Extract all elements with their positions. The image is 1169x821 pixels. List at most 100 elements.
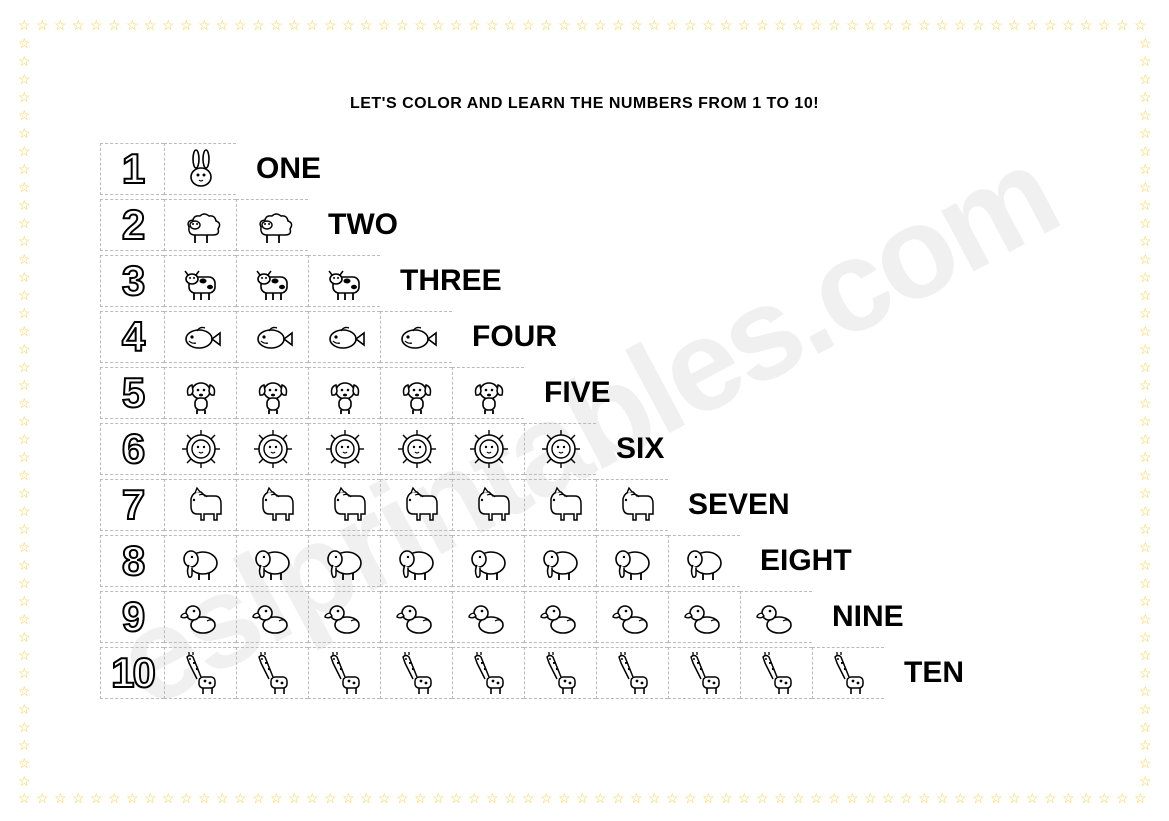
border-star-icon: ☆	[792, 18, 805, 32]
border-star-icon: ☆	[18, 234, 31, 248]
border-star-icon: ☆	[108, 791, 121, 805]
dog-icon	[164, 367, 236, 419]
border-star-icon: ☆	[18, 648, 31, 662]
border-star-icon: ☆	[234, 791, 247, 805]
digit-cell: 2	[100, 199, 164, 251]
border-star-icon: ☆	[414, 18, 427, 32]
border-star-icon: ☆	[414, 791, 427, 805]
worksheet-page: LET'S COLOR AND LEARN THE NUMBERS FROM 1…	[40, 40, 1129, 781]
digit-text: 2	[122, 201, 143, 249]
border-star-icon: ☆	[1139, 468, 1152, 482]
border-star-icon: ☆	[648, 791, 661, 805]
giraffe-icon	[308, 647, 380, 699]
border-star-icon: ☆	[18, 306, 31, 320]
lion-icon	[164, 423, 236, 475]
border-star-icon: ☆	[738, 18, 751, 32]
elephant-icon	[524, 535, 596, 587]
digit-cell: 3	[100, 255, 164, 307]
border-star-icon: ☆	[648, 18, 661, 32]
number-row: 8EIGHT	[100, 533, 1129, 589]
page-title: LET'S COLOR AND LEARN THE NUMBERS FROM 1…	[40, 95, 1129, 113]
border-star-icon: ☆	[576, 791, 589, 805]
fish-icon	[380, 311, 452, 363]
border-star-icon: ☆	[1139, 450, 1152, 464]
border-star-icon: ☆	[666, 791, 679, 805]
border-star-icon: ☆	[936, 18, 949, 32]
elephant-icon	[668, 535, 740, 587]
border-star-icon: ☆	[774, 791, 787, 805]
border-star-icon: ☆	[36, 791, 49, 805]
border-star-icon: ☆	[1139, 378, 1152, 392]
duck-icon	[380, 591, 452, 643]
border-star-icon: ☆	[1062, 18, 1075, 32]
border-star-icon: ☆	[18, 36, 31, 50]
border-star-icon: ☆	[540, 18, 553, 32]
border-star-icon: ☆	[1139, 558, 1152, 572]
dog-icon	[380, 367, 452, 419]
duck-icon	[308, 591, 380, 643]
border-star-icon: ☆	[846, 791, 859, 805]
border-star-icon: ☆	[396, 791, 409, 805]
border-star-icon: ☆	[396, 18, 409, 32]
border-star-icon: ☆	[18, 54, 31, 68]
border-star-icon: ☆	[468, 18, 481, 32]
border-star-icon: ☆	[18, 612, 31, 626]
border-star-icon: ☆	[18, 198, 31, 212]
number-row: 10TEN	[100, 645, 1129, 701]
border-star-icon: ☆	[378, 791, 391, 805]
horse-icon	[236, 479, 308, 531]
border-star-icon: ☆	[252, 791, 265, 805]
border-star-icon: ☆	[126, 18, 139, 32]
border-star-icon: ☆	[1139, 756, 1152, 770]
duck-icon	[596, 591, 668, 643]
border-star-icon: ☆	[702, 18, 715, 32]
giraffe-icon	[380, 647, 452, 699]
border-star-icon: ☆	[810, 18, 823, 32]
border-star-icon: ☆	[18, 738, 31, 752]
digit-text: 3	[122, 257, 143, 305]
horse-icon	[596, 479, 668, 531]
giraffe-icon	[740, 647, 812, 699]
border-star-icon: ☆	[324, 791, 337, 805]
border-star-icon: ☆	[1044, 791, 1057, 805]
border-star-icon: ☆	[252, 18, 265, 32]
horse-icon	[452, 479, 524, 531]
border-star-icon: ☆	[18, 378, 31, 392]
border-star-icon: ☆	[486, 791, 499, 805]
digit-text: 4	[122, 313, 143, 361]
elephant-icon	[452, 535, 524, 587]
border-star-icon: ☆	[18, 144, 31, 158]
border-star-icon: ☆	[1139, 504, 1152, 518]
border-star-icon: ☆	[1139, 252, 1152, 266]
border-star-icon: ☆	[342, 791, 355, 805]
border-star-icon: ☆	[1139, 108, 1152, 122]
giraffe-icon	[164, 647, 236, 699]
border-star-icon: ☆	[216, 18, 229, 32]
border-star-icon: ☆	[18, 468, 31, 482]
border-star-icon: ☆	[540, 791, 553, 805]
giraffe-icon	[668, 647, 740, 699]
border-star-icon: ☆	[1139, 198, 1152, 212]
border-star-icon: ☆	[990, 791, 1003, 805]
number-word: TEN	[904, 656, 964, 690]
border-star-icon: ☆	[162, 18, 175, 32]
border-star-icon: ☆	[972, 18, 985, 32]
digit-text: 9	[122, 593, 143, 641]
border-star-icon: ☆	[1139, 630, 1152, 644]
border-star-icon: ☆	[1134, 791, 1147, 805]
border-star-icon: ☆	[1008, 791, 1021, 805]
border-star-icon: ☆	[918, 18, 931, 32]
border-star-icon: ☆	[18, 270, 31, 284]
border-star-icon: ☆	[1062, 791, 1075, 805]
border-star-icon: ☆	[18, 72, 31, 86]
border-star-icon: ☆	[18, 666, 31, 680]
border-star-icon: ☆	[702, 791, 715, 805]
border-star-icon: ☆	[594, 18, 607, 32]
border-star-icon: ☆	[54, 18, 67, 32]
cow-icon	[164, 255, 236, 307]
border-star-icon: ☆	[1139, 360, 1152, 374]
border-star-icon: ☆	[792, 791, 805, 805]
border-star-icon: ☆	[1139, 396, 1152, 410]
border-star-icon: ☆	[216, 791, 229, 805]
border-star-icon: ☆	[126, 791, 139, 805]
